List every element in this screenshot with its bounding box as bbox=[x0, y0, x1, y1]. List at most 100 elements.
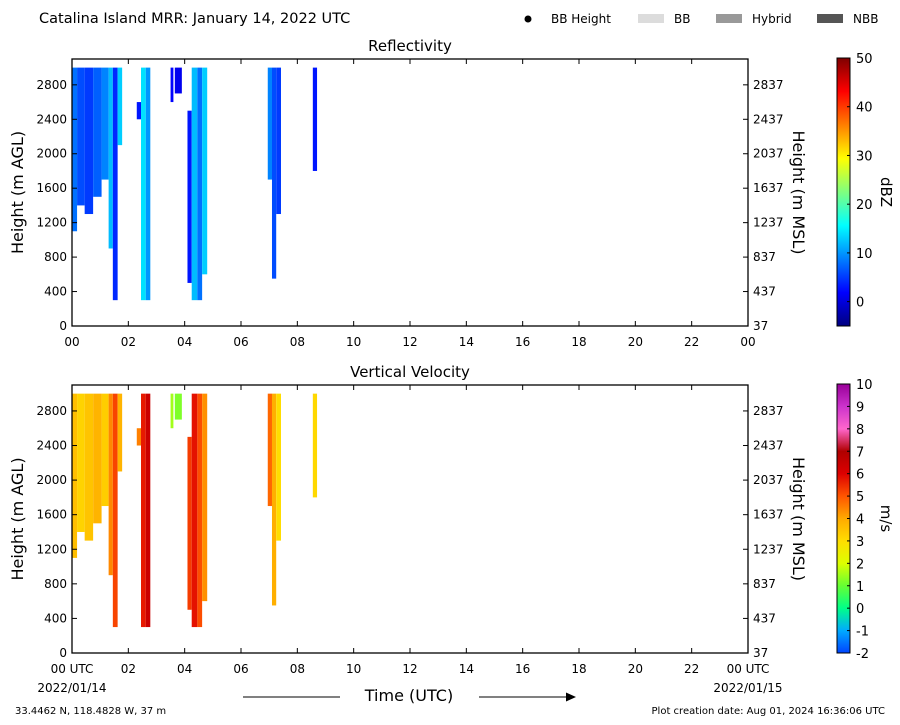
data-cell bbox=[191, 393, 198, 628]
data-cell bbox=[271, 67, 277, 279]
start-date: 2022/01/14 bbox=[37, 681, 106, 695]
y-tick-label-right: 2037 bbox=[753, 473, 784, 487]
y-tick-label-right: 1637 bbox=[753, 181, 784, 195]
x-tick-label: 06 bbox=[233, 335, 248, 349]
reflectivity-panel: Reflectivity 00 02 04 06 08 10 12 14 16 18 20 22 000… bbox=[8, 37, 895, 349]
x-tick-label: 22 bbox=[684, 335, 699, 349]
colorbar-tick-label: 10 bbox=[856, 378, 873, 393]
velocity-colorbar: -2 -1 0 1 2 3 4 5 6 7 8 9 10 m/s bbox=[836, 378, 895, 662]
data-cell bbox=[312, 67, 318, 171]
x-tick-label: 20 bbox=[628, 335, 643, 349]
legend-swatch bbox=[817, 14, 843, 23]
colorbar-tick-label: -1 bbox=[856, 625, 869, 640]
x-tick-label: 16 bbox=[515, 335, 530, 349]
data-cell bbox=[312, 393, 318, 498]
x-tick-label: 18 bbox=[571, 662, 586, 676]
colorbar-tick-label: 2 bbox=[856, 557, 864, 572]
y-tick-label-right: 837 bbox=[753, 577, 776, 591]
data-cell bbox=[108, 67, 113, 249]
y-tick-label: 1600 bbox=[36, 508, 67, 522]
data-cell bbox=[276, 393, 281, 541]
y-tick-label: 800 bbox=[44, 250, 67, 264]
x-tick-label: 22 bbox=[684, 662, 699, 676]
x-tick-label: 00 bbox=[64, 335, 79, 349]
y-tick-label: 800 bbox=[44, 577, 67, 591]
y-tick-label: 1200 bbox=[36, 542, 67, 556]
reflectivity-cells bbox=[72, 67, 318, 301]
colorbar-tick-label: 30 bbox=[856, 149, 873, 164]
y-tick-label-right: 1637 bbox=[753, 508, 784, 522]
y-tick-label: 2800 bbox=[36, 78, 67, 92]
data-cell bbox=[141, 393, 146, 628]
data-cell bbox=[77, 67, 85, 206]
data-cell bbox=[101, 393, 109, 507]
data-cell bbox=[136, 428, 141, 446]
data-cell bbox=[174, 393, 182, 420]
end-date: 2022/01/15 bbox=[713, 681, 782, 695]
colorbar-tick-label: 40 bbox=[856, 101, 873, 116]
velocity-ylabel: Height (m AGL) bbox=[8, 457, 27, 580]
y-tick-label: 0 bbox=[59, 646, 67, 660]
y-tick-label-right: 37 bbox=[753, 319, 768, 333]
type-legend: BB Height BB Hybrid NBB bbox=[524, 12, 878, 26]
colorbar-label: dBZ bbox=[877, 177, 895, 207]
colorbar-tick-label: 9 bbox=[856, 400, 864, 415]
xlabel-arrow-head bbox=[566, 692, 576, 702]
x-tick-label: 06 bbox=[233, 662, 248, 676]
x-tick-label: 00 UTC bbox=[727, 662, 770, 676]
legend-label: Hybrid bbox=[752, 12, 792, 26]
data-cell bbox=[145, 67, 151, 301]
data-cell bbox=[101, 67, 109, 180]
data-cell bbox=[145, 393, 151, 628]
x-tick-label: 18 bbox=[571, 335, 586, 349]
data-cell bbox=[141, 67, 146, 301]
legend-label: BB Height bbox=[551, 12, 611, 26]
data-cell bbox=[117, 393, 123, 472]
data-cell bbox=[72, 393, 78, 558]
legend-label: NBB bbox=[853, 12, 878, 26]
x-tick-label: 12 bbox=[402, 662, 417, 676]
y-tick-label-right: 437 bbox=[753, 285, 776, 299]
y-tick-label: 2400 bbox=[36, 112, 67, 126]
data-cell bbox=[267, 393, 272, 507]
x-tick-label: 04 bbox=[177, 335, 192, 349]
data-cell bbox=[93, 393, 102, 524]
reflectivity-ylabel: Height (m AGL) bbox=[8, 131, 27, 254]
y-tick-label: 2000 bbox=[36, 473, 67, 487]
colorbar-tick-label: 5 bbox=[856, 490, 864, 505]
colorbar-tick-label: 10 bbox=[856, 247, 873, 262]
y-tick-label-right: 437 bbox=[753, 611, 776, 625]
y-tick-label-right: 2437 bbox=[753, 112, 784, 126]
colorbar-label: m/s bbox=[877, 505, 895, 533]
x-tick-label: 02 bbox=[121, 335, 136, 349]
velocity-panel: Vertical Velocity 00 UTC 02 04 06 08 10 12 14 16… bbox=[8, 363, 895, 676]
x-tick-label: 08 bbox=[290, 662, 305, 676]
creation-date: Plot creation date: Aug 01, 2024 16:36:0… bbox=[652, 706, 885, 717]
y-tick-label-right: 37 bbox=[753, 646, 768, 660]
location-text: 33.4462 N, 118.4828 W, 37 m bbox=[15, 706, 166, 717]
colorbar-tick-label: 1 bbox=[856, 580, 864, 595]
x-tick-label: 16 bbox=[515, 662, 530, 676]
colorbar-tick-label: 0 bbox=[856, 602, 864, 617]
x-tick-label: 00 UTC bbox=[51, 662, 94, 676]
y-tick-label-right: 837 bbox=[753, 250, 776, 264]
x-tick-label: 10 bbox=[346, 335, 361, 349]
colorbar-tick-label: 6 bbox=[856, 468, 864, 483]
colorbar-tick-label: 50 bbox=[856, 52, 873, 67]
data-cell bbox=[72, 67, 78, 232]
data-cell bbox=[267, 67, 272, 180]
x-tick-label: 00 bbox=[740, 335, 755, 349]
y-tick-label: 2000 bbox=[36, 147, 67, 161]
y-tick-label-right: 2837 bbox=[753, 78, 784, 92]
data-cell bbox=[191, 67, 198, 301]
data-cell bbox=[271, 393, 277, 606]
y-tick-label: 2800 bbox=[36, 404, 67, 418]
legend-swatch bbox=[638, 14, 664, 23]
data-cell bbox=[276, 67, 281, 215]
x-tick-label: 14 bbox=[459, 335, 474, 349]
y-tick-label-right: 1237 bbox=[753, 216, 784, 230]
y-tick-label: 0 bbox=[59, 319, 67, 333]
legend-bb-height-dot bbox=[524, 15, 532, 23]
colorbar-tick-label: 4 bbox=[856, 513, 864, 528]
data-cell bbox=[117, 67, 123, 146]
